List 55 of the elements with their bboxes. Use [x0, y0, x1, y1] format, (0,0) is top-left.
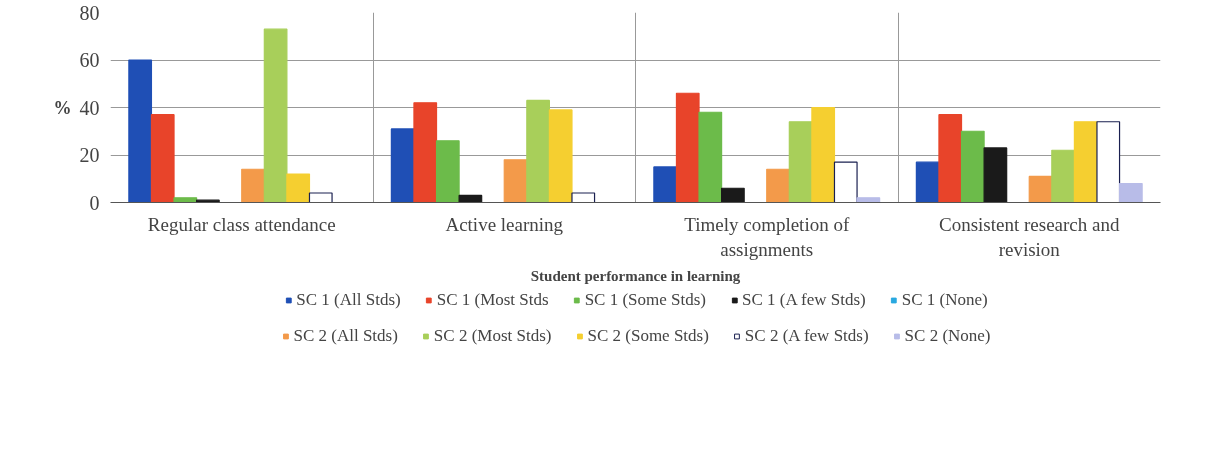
legend-label: SC 1 (Some Stds)	[584, 290, 707, 310]
legend-label: SC 1 (All Stds)	[296, 290, 401, 310]
bar	[548, 109, 573, 203]
bar	[286, 173, 311, 203]
x-tick-label: Timely completion of assignments	[684, 213, 850, 260]
bar	[241, 168, 265, 203]
bar	[721, 187, 745, 203]
y-tick-label: 40	[79, 96, 100, 119]
bar	[503, 159, 528, 203]
x-axis-title: Student performance in learning	[530, 267, 741, 284]
legend-label: SC 2 (Some Stds)	[587, 326, 709, 346]
x-tick-label: Regular class attendance	[147, 213, 336, 235]
bar	[983, 147, 1008, 203]
bar	[390, 128, 415, 203]
legend-label: SC 1 (None)	[901, 290, 988, 310]
legend-label: SC 2 (Most Stds)	[433, 326, 552, 346]
y-tick-label: 0	[89, 191, 100, 214]
bar	[1028, 175, 1053, 203]
bar	[526, 99, 550, 203]
legend-label: SC 1 (Most Stds	[436, 290, 549, 310]
bar	[413, 102, 438, 203]
y-tick-label: 60	[79, 49, 100, 71]
y-axis-title: %	[53, 97, 72, 118]
bar	[938, 114, 963, 203]
legend-label: SC 1 (A few Stds)	[742, 290, 866, 310]
bar	[856, 197, 881, 203]
bar	[571, 192, 596, 203]
bar	[1051, 149, 1075, 203]
bar	[811, 106, 836, 203]
bar	[788, 121, 813, 203]
y-tick-label: 20	[79, 144, 100, 166]
bar	[653, 166, 678, 203]
bar	[308, 192, 333, 203]
bar	[698, 111, 723, 203]
legend-label: SC 2 (None)	[904, 326, 991, 346]
bar	[1073, 121, 1098, 203]
bar	[128, 59, 153, 203]
bar	[1118, 182, 1143, 203]
bar	[458, 194, 483, 203]
x-tick-label: Consistent research and revision	[939, 213, 1120, 260]
bar	[766, 168, 790, 203]
x-tick-label: Active learning	[445, 213, 564, 235]
bar	[915, 161, 940, 203]
bar	[196, 199, 220, 203]
bar	[675, 92, 700, 203]
bar	[833, 161, 858, 203]
bar	[960, 130, 985, 203]
bar	[1096, 121, 1121, 203]
y-tick-label: 80	[79, 1, 100, 24]
bar	[150, 114, 175, 203]
bar	[435, 140, 460, 203]
legend-label: SC 2 (All Stds)	[293, 326, 398, 346]
bar	[263, 28, 288, 203]
legend-label: SC 2 (A few Stds)	[744, 326, 869, 346]
bar	[173, 197, 198, 203]
